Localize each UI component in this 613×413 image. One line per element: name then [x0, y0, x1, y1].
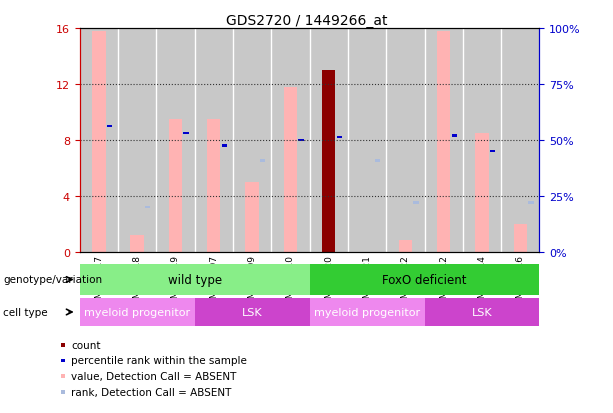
Text: GDS2720 / 1449266_at: GDS2720 / 1449266_at [226, 14, 387, 28]
Bar [424, 298, 539, 326]
Bar [299, 139, 303, 142]
Text: value, Detection Call = ABSENT: value, Detection Call = ABSENT [71, 371, 237, 381]
Text: myeloid progenitor: myeloid progenitor [84, 307, 190, 317]
Bar [245, 182, 259, 252]
Bar [260, 160, 265, 163]
Bar [452, 135, 457, 138]
Bar [92, 32, 105, 252]
Bar [437, 32, 451, 252]
Text: count: count [71, 340, 101, 350]
Bar [107, 125, 112, 128]
Bar [80, 298, 195, 326]
Bar [475, 133, 489, 252]
Bar [183, 132, 189, 135]
Bar [310, 298, 424, 326]
Text: wild type: wild type [167, 273, 222, 286]
Bar [322, 71, 335, 252]
Bar [490, 150, 495, 153]
Text: LSK: LSK [471, 307, 492, 317]
Bar [80, 264, 310, 295]
Text: percentile rank within the sample: percentile rank within the sample [71, 356, 247, 366]
Text: cell type: cell type [3, 307, 48, 317]
Bar [514, 224, 527, 252]
Bar [169, 119, 182, 252]
Bar [375, 160, 380, 163]
Bar [528, 202, 533, 204]
Bar [195, 298, 310, 326]
Bar [284, 88, 297, 252]
Text: myeloid progenitor: myeloid progenitor [314, 307, 420, 317]
Bar [222, 145, 227, 147]
Bar [398, 241, 412, 252]
Bar [337, 136, 342, 139]
Text: genotype/variation: genotype/variation [3, 275, 102, 285]
Bar [207, 119, 221, 252]
Text: rank, Detection Call = ABSENT: rank, Detection Call = ABSENT [71, 387, 232, 397]
Bar [145, 206, 150, 209]
Text: LSK: LSK [242, 307, 262, 317]
Text: FoxO deficient: FoxO deficient [383, 273, 466, 286]
Bar [310, 264, 539, 295]
Bar [131, 235, 144, 252]
Bar [413, 202, 419, 204]
